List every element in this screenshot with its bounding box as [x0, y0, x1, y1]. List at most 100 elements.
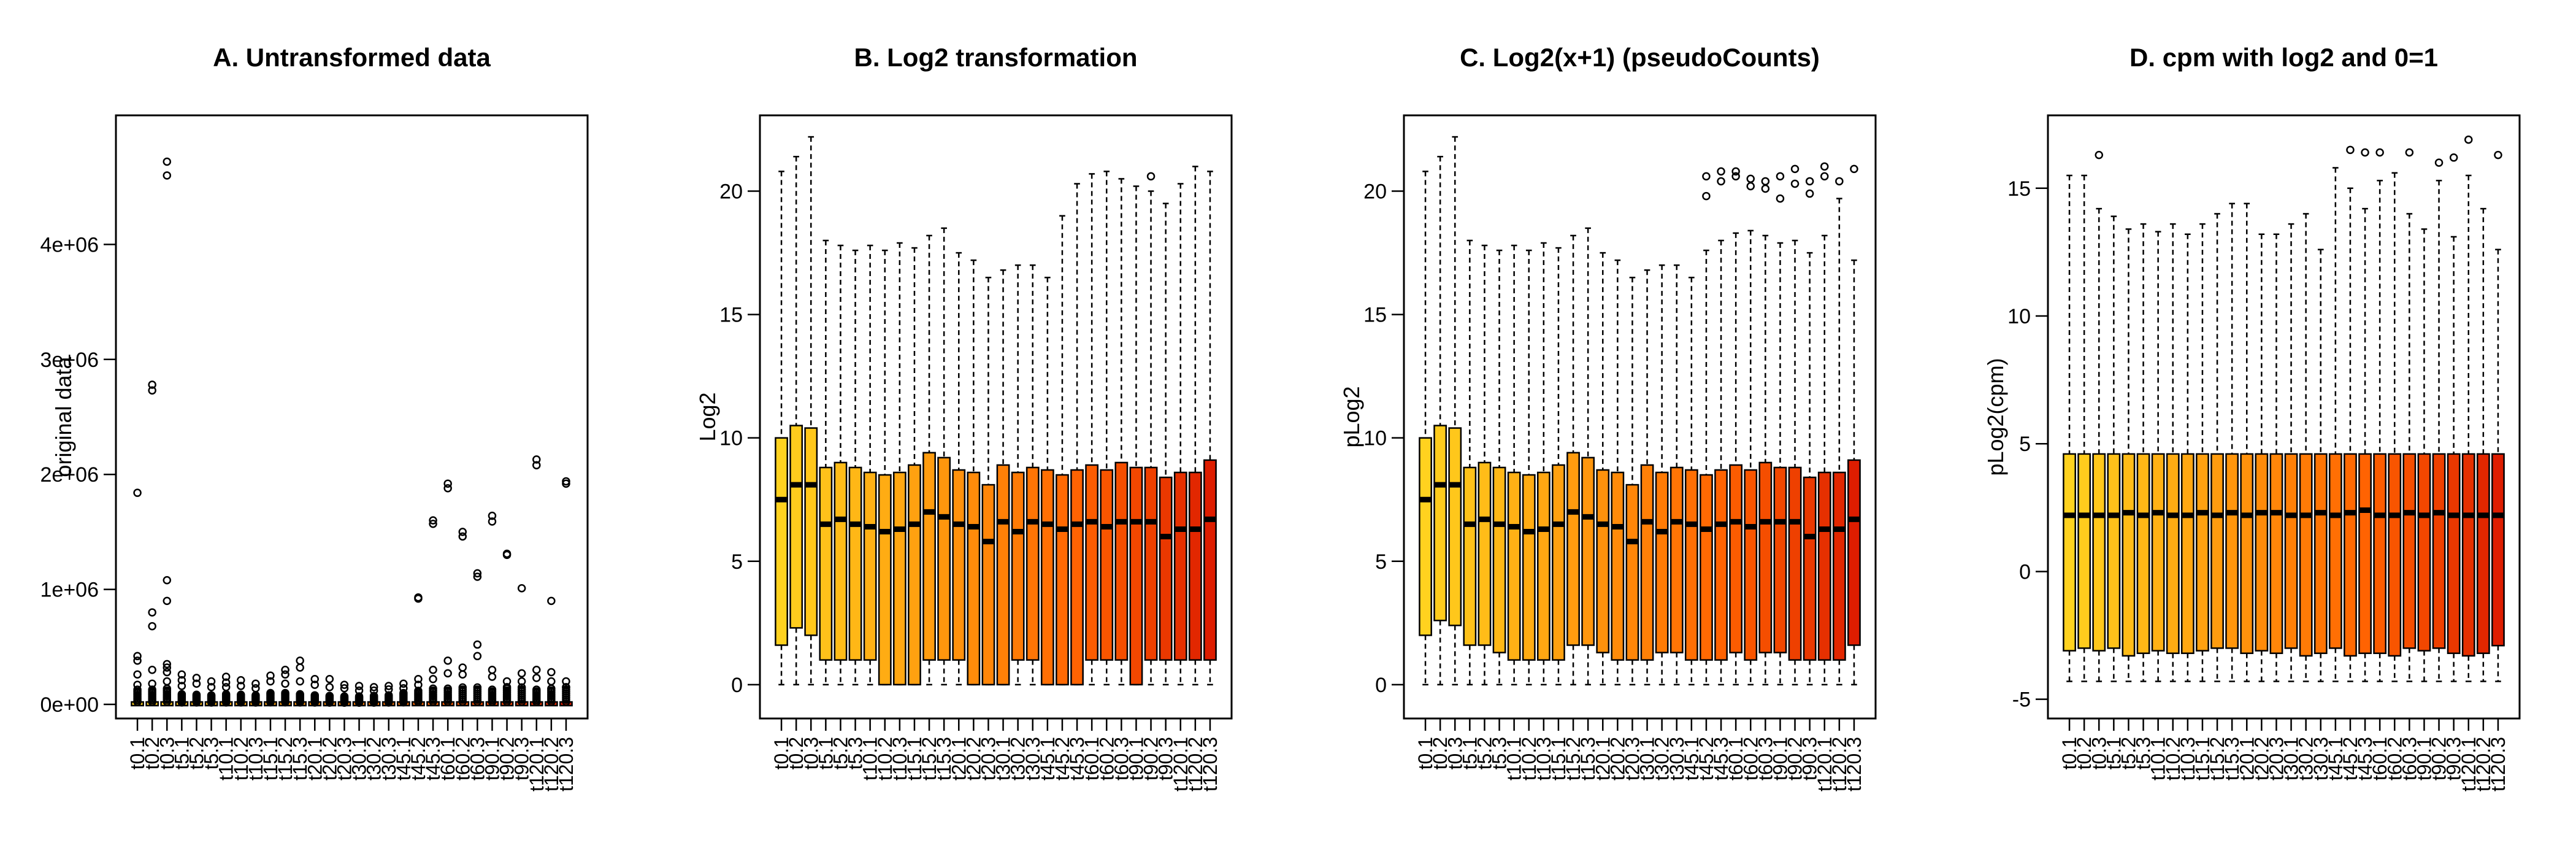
- x-tick-label: t10.1: [2147, 737, 2169, 780]
- outlier-point: [310, 680, 319, 689]
- outlier-point: [385, 691, 393, 699]
- panel-3: C. Log2(x+1) (pseudoCounts) pLog2 0 5 10 15 20…: [1339, 43, 1877, 792]
- outlier-point: [1776, 194, 1785, 203]
- outlier-point: [414, 680, 423, 689]
- outlier-point: [133, 685, 142, 694]
- panel-2: B. Log2 transformationLog205101520t0.1t0…: [695, 43, 1233, 792]
- box-t120.3: [2491, 453, 2505, 647]
- y-tick-label: 10: [1363, 427, 1387, 450]
- x-tick-label: t15.3: [933, 737, 955, 780]
- box-t20.3: [1625, 483, 1639, 661]
- box-t10.1: [863, 471, 877, 661]
- x-tick-label: t45.3: [2354, 737, 2376, 780]
- x-tick-label: t20.1: [1592, 737, 1614, 780]
- x-tick-label: t120.3: [2487, 737, 2509, 792]
- x-tick-label: t90.1: [1125, 737, 1147, 780]
- y-axis-label: pLog2(cpm): [1983, 358, 2008, 476]
- outlier-point: [429, 516, 437, 525]
- panel-1: A. Untransformed data original data 0e+00 1…: [40, 43, 589, 792]
- x-tick-label: t30.1: [348, 737, 370, 780]
- outlier-point: [177, 690, 186, 699]
- x-axis: t0.1t0.2t0.3t5.1t5.2t5.3t10.1t10.2t10.3t…: [1414, 717, 1865, 792]
- outlier-point: [163, 660, 171, 669]
- outlier-point: [163, 157, 171, 166]
- y-tick-label: 5: [2019, 433, 2031, 456]
- box-t0.3: [804, 427, 818, 636]
- x-tick-label: t15.1: [903, 737, 926, 780]
- box-t15.3: [937, 456, 951, 661]
- outlier-point: [1717, 177, 1725, 186]
- outlier-point: [310, 675, 319, 684]
- outlier-point: [266, 677, 275, 686]
- x-tick-label: t20.2: [2250, 737, 2272, 780]
- x-tick-label: t15.1: [259, 737, 282, 780]
- x-tick-label: t60.2: [451, 737, 473, 780]
- x-tick-label: t0.2: [1429, 737, 1451, 769]
- box-t30.3: [2313, 453, 2328, 654]
- x-tick-label: t20.2: [1606, 737, 1628, 780]
- box-t0.2: [2077, 453, 2091, 649]
- x-tick-label: t5.3: [2133, 737, 2155, 769]
- outlier-point: [148, 608, 156, 617]
- outlier-point: [221, 672, 231, 681]
- outlier-point: [532, 674, 541, 682]
- outlier-point: [192, 690, 201, 699]
- outlier-point: [1790, 164, 1800, 174]
- x-tick-label: t120.1: [1814, 737, 1836, 792]
- outlier-point: [1776, 172, 1785, 181]
- box-t90.3: [1803, 476, 1817, 661]
- outlier-point: [1146, 172, 1156, 181]
- y-tick-label: 0e+00: [40, 693, 99, 717]
- y-tick-label: 20: [719, 180, 743, 204]
- box-t30.1: [2284, 453, 2298, 649]
- x-tick-label: t60.1: [1081, 737, 1103, 780]
- box-t60.2: [1744, 469, 1758, 661]
- box-t5.1: [1463, 466, 1477, 646]
- box-t30.2: [2299, 453, 2313, 657]
- y-tick-label: 15: [2007, 177, 2031, 201]
- outlier-point: [133, 652, 142, 661]
- box-t90.2: [2432, 453, 2446, 649]
- x-tick-label: t5.2: [185, 737, 207, 769]
- chart-title: A. Untransformed data: [213, 43, 491, 72]
- x-tick-label: t45.3: [1710, 737, 1732, 780]
- x-tick-label: t15.3: [1577, 737, 1599, 780]
- x-tick-label: t0.2: [785, 737, 807, 769]
- box-t60.3: [1114, 461, 1129, 661]
- x-tick-label: t30.2: [2295, 737, 2317, 780]
- x-tick-label: t15.2: [918, 737, 940, 780]
- box-t5.2: [834, 461, 848, 661]
- box-t0.1: [1419, 437, 1432, 636]
- x-tick-label: t90.1: [1769, 737, 1791, 780]
- outlier-point: [473, 569, 482, 578]
- x-tick-label: t45.1: [1037, 737, 1059, 780]
- box-t15.1: [908, 464, 921, 686]
- x-tick-label: t60.1: [1725, 737, 1747, 780]
- outlier-point: [251, 679, 260, 688]
- outlier-point: [281, 679, 289, 688]
- outlier-point: [296, 690, 304, 699]
- box-t60.1: [1729, 464, 1743, 653]
- x-axis: t0.1t0.2t0.3t5.1t5.2t5.3t10.1t10.2t10.3t…: [126, 717, 577, 792]
- y-axis: 0e+00 1e+06 2e+06 3e+06 4e+06: [40, 233, 117, 717]
- outlier-point: [399, 688, 408, 698]
- outlier-point: [443, 669, 452, 678]
- outlier-point: [369, 683, 378, 691]
- x-tick-label: t5.2: [1473, 737, 1495, 769]
- outlier-point: [251, 691, 260, 699]
- x-tick-label: t120.1: [2458, 737, 2480, 792]
- chart-title: B. Log2 transformation: [854, 43, 1137, 72]
- box-t10.1: [1507, 471, 1521, 661]
- outlier-point: [414, 594, 423, 603]
- x-tick-label: t45.1: [393, 737, 415, 780]
- outlier-point: [385, 682, 393, 690]
- x-tick-label: t90.2: [1784, 737, 1806, 780]
- outlier-point: [133, 670, 142, 679]
- outlier-point: [340, 680, 349, 689]
- outlier-point: [473, 683, 482, 692]
- box-t60.2: [1100, 469, 1114, 661]
- panel-4: D. cpm with log2 and 0=1 pLog2(cpm) -5 0 5 10…: [1983, 43, 2521, 792]
- outlier-point: [443, 684, 452, 693]
- box-t45.2: [1700, 474, 1713, 661]
